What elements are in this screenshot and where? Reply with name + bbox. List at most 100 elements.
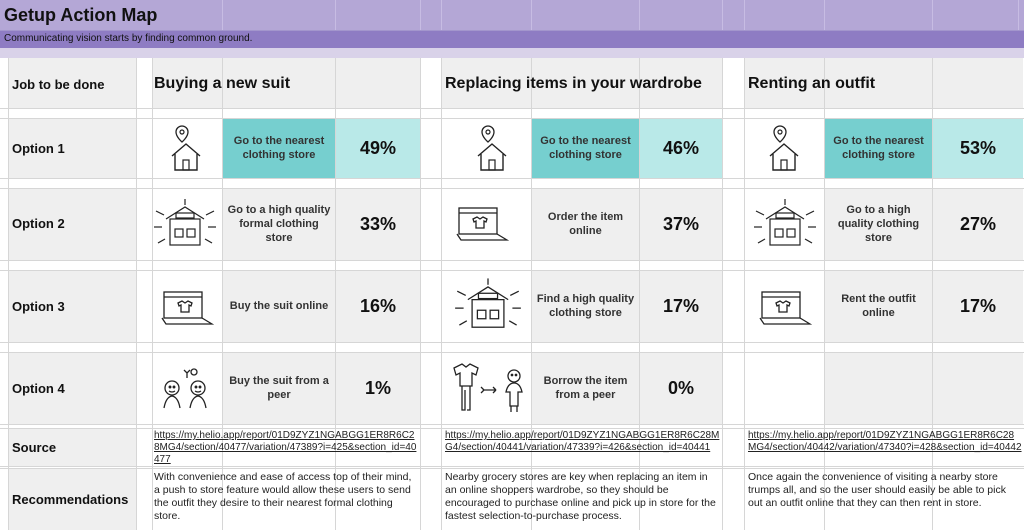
title-bar: Getup Action Map <box>0 0 1024 31</box>
cell-bg <box>532 270 722 342</box>
grid-line <box>335 58 336 530</box>
option-percent: 46% <box>662 137 700 158</box>
grid-line <box>0 108 1024 109</box>
option-percent: 37% <box>662 213 700 234</box>
subtitle-bar: Communicating vision starts by finding c… <box>0 31 1024 48</box>
grid-line <box>932 0 933 30</box>
store-icon <box>754 199 816 246</box>
cell-bg <box>8 352 136 424</box>
grid-line <box>0 424 1024 425</box>
option-percent: 33% <box>359 213 397 234</box>
option-text: Go to the nearest clothing store <box>833 135 924 161</box>
grid-line <box>639 0 640 30</box>
option-text: Go to the nearest clothing store <box>233 135 325 161</box>
grid-line <box>531 58 532 530</box>
grid-line <box>335 0 336 30</box>
house-pin-icon <box>477 125 507 171</box>
row-label-option-1: Option 1 <box>12 141 65 156</box>
option-percent: 49% <box>359 137 397 158</box>
action-map-grid: Job to be done Option 1 Option 2 Option … <box>0 58 1024 530</box>
grid-line <box>639 58 640 530</box>
cell-bg <box>223 270 420 342</box>
house-pin-icon <box>769 125 799 171</box>
grid-line <box>0 188 1024 189</box>
option-text: Go to the nearest clothing store <box>540 135 631 161</box>
grid-line <box>0 178 1024 179</box>
house-pin-icon <box>171 125 201 171</box>
grid-line <box>824 0 825 30</box>
cell-bg <box>933 118 1023 178</box>
cell-bg <box>532 352 722 424</box>
option-text: Go to a high quality clothing store <box>837 204 920 244</box>
grid-line <box>8 58 9 530</box>
spacer-strip <box>0 48 1024 58</box>
grid-line <box>0 260 1024 261</box>
cell-bg <box>8 188 136 260</box>
cell-bg <box>532 188 722 260</box>
cell-bg <box>8 118 136 178</box>
grid-line <box>420 58 421 530</box>
grid-line <box>0 342 1024 343</box>
option-percent: 17% <box>959 295 997 316</box>
grid-line <box>0 352 1024 353</box>
source-link[interactable]: https://my.helio.app/report/01D9ZYZ1NGAB… <box>748 430 1022 453</box>
option-percent: 27% <box>959 213 997 234</box>
grid-line <box>744 58 745 530</box>
row-label-recommendations: Recommendations <box>12 492 129 507</box>
option-percent: 53% <box>959 137 997 158</box>
cell-bg <box>532 118 639 178</box>
grid-line <box>0 468 1024 469</box>
row-label-option-2: Option 2 <box>12 216 65 231</box>
shirt-person-icon <box>453 363 523 412</box>
grid-line <box>441 0 442 30</box>
source-link[interactable]: https://my.helio.app/report/01D9ZYZ1NGAB… <box>154 430 417 465</box>
column-title-buying-suit: Buying a new suit <box>154 75 291 92</box>
cell-bg <box>442 58 722 108</box>
grid-line <box>1018 0 1019 30</box>
option-percent: 1% <box>364 377 391 398</box>
column-title-renting-outfit: Renting an outfit <box>748 75 876 92</box>
cell-bg <box>825 352 1023 424</box>
grid-line <box>932 58 933 530</box>
laptop-shirt-icon <box>161 291 214 325</box>
grid-line <box>420 0 421 30</box>
cell-bg <box>8 468 136 530</box>
recommendation-text: Nearby grocery stores are key when repla… <box>445 471 716 522</box>
option-text: Go to a high quality formal clothing sto… <box>227 204 331 244</box>
cell-bg <box>640 118 722 178</box>
source-link[interactable]: https://my.helio.app/report/01D9ZYZ1NGAB… <box>445 430 720 453</box>
option-percent: 17% <box>662 295 700 316</box>
option-percent: 16% <box>359 295 397 316</box>
grid-line <box>824 58 825 530</box>
cell-bg <box>223 188 420 260</box>
recommendation-text: Once again the convenience of visiting a… <box>748 471 1006 509</box>
store-icon <box>154 199 216 246</box>
option-text: Rent the outfit online <box>841 293 916 319</box>
column-title-replacing-items: Replacing items in your wardrobe <box>445 75 702 92</box>
cell-bg <box>8 270 136 342</box>
grid-line <box>152 58 153 530</box>
grid-line <box>0 466 1024 467</box>
grid-line <box>722 0 723 30</box>
laptop-shirt-icon <box>456 207 509 241</box>
grid-line <box>222 0 223 30</box>
grid-line <box>136 58 137 530</box>
option-percent: 0% <box>667 377 694 398</box>
grid-line <box>722 58 723 530</box>
laptop-shirt-icon <box>759 291 812 325</box>
cell-bg <box>825 270 1023 342</box>
option-text: Buy the suit online <box>229 300 329 312</box>
page-title: Getup Action Map <box>4 5 158 25</box>
grid-line <box>222 58 223 530</box>
option-text: Find a high quality clothing store <box>536 293 635 319</box>
cell-bg <box>152 58 420 108</box>
cell-bg <box>223 118 335 178</box>
cell-bg <box>825 118 932 178</box>
option-text: Borrow the item from a peer <box>543 375 628 401</box>
grid-line <box>0 118 1024 119</box>
grid-line <box>0 270 1024 271</box>
cell-bg <box>745 58 1023 108</box>
recommendation-text: With convenience and ease of access top … <box>154 471 412 522</box>
store-icon <box>455 278 521 328</box>
row-label-option-3: Option 3 <box>12 299 65 314</box>
